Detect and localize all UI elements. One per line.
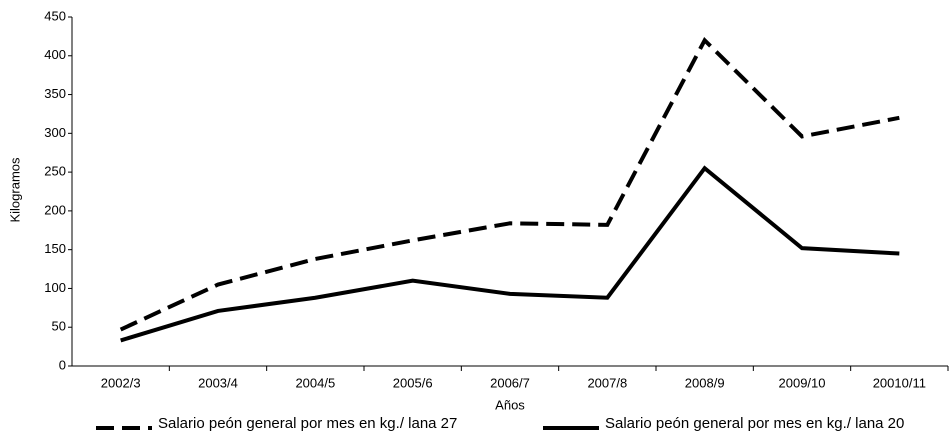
data-line [120,165,900,343]
y-tick-label: 400 [44,47,66,62]
x-axis-label: Años [495,397,525,412]
x-tick-label: 2006/7 [490,375,530,390]
x-tick-label: 2007/8 [587,375,627,390]
data-line [119,36,900,332]
y-tick-label: 150 [44,241,66,256]
x-tick-label: 2004/5 [295,375,335,390]
y-axis-label: Kilogramos [7,157,22,223]
y-tick-label: 250 [44,164,66,179]
y-tick-label: 450 [44,8,66,23]
y-tick-label: 100 [44,280,66,295]
x-tick-label: 2005/6 [393,375,433,390]
y-tick-label: 50 [52,319,66,334]
legend-label: Salario peón general por mes en kg./ lan… [158,415,457,432]
y-tick-label: 300 [44,125,66,140]
x-tick-label: 2003/4 [198,375,238,390]
y-tick-label: 350 [44,86,66,101]
legend-label: Salario peón general por mes en kg./ lan… [605,415,904,432]
x-tick-label: 20010/11 [873,375,926,390]
x-tick-label: 2008/9 [685,375,725,390]
x-tick-label: 2009/10 [779,375,826,390]
y-tick-label: 0 [59,357,66,372]
y-tick-label: 200 [44,202,66,217]
x-tick-label: 2002/3 [101,375,141,390]
